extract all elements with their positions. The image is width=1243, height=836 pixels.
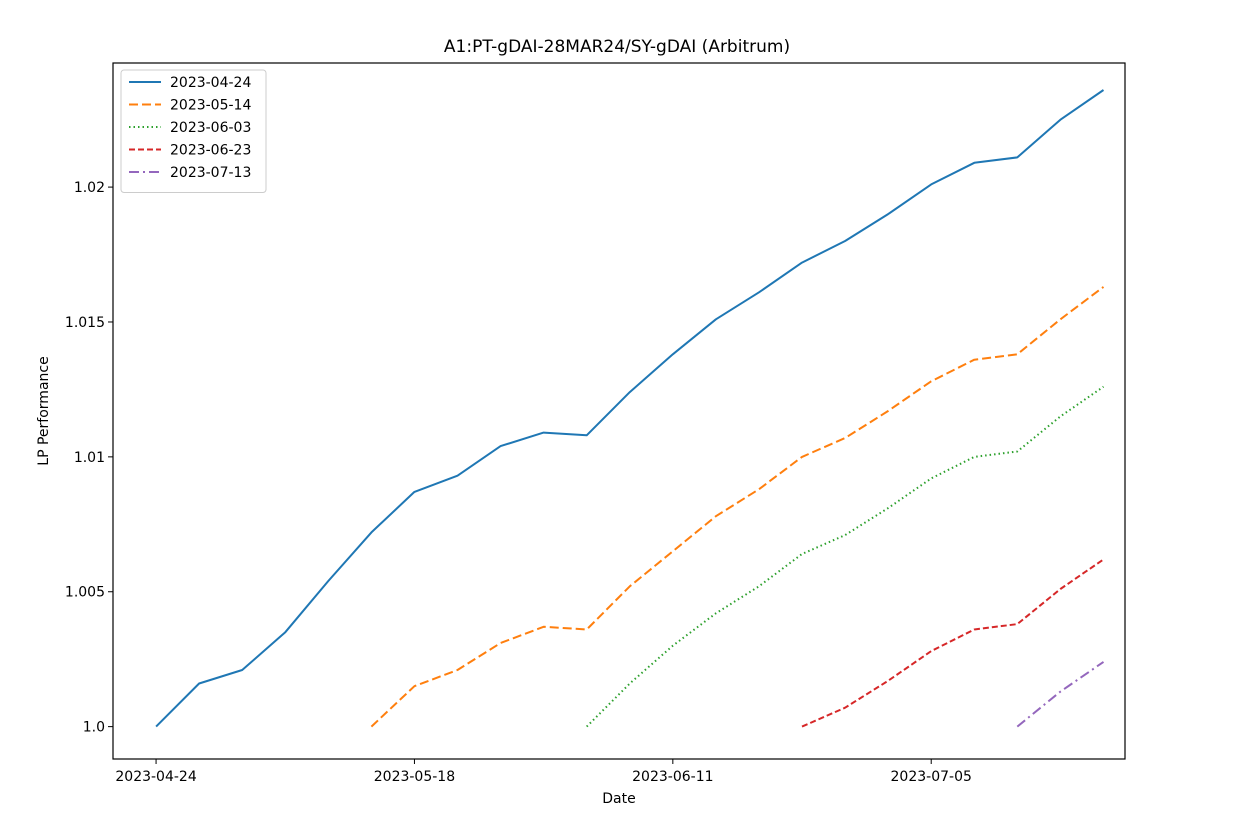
x-tick-label: 2023-07-05 — [891, 769, 972, 785]
legend: 2023-04-24 2023-05-14 2023-06-03 2023-06-23… — [120, 69, 267, 193]
legend-label: 2023-07-13 — [170, 165, 251, 181]
y-tick-label: 1.015 — [65, 315, 105, 331]
legend-label: 2023-06-23 — [170, 143, 251, 159]
y-tick-label: 1.0 — [83, 720, 105, 736]
y-axis: 1.0 1.005 1.01 1.015 1.02 — [65, 180, 113, 736]
chart-title: A1:PT-gDAI-28MAR24/SY-gDAI (Arbitrum) — [444, 37, 790, 57]
y-tick-label: 1.01 — [74, 450, 105, 466]
legend-box — [120, 69, 267, 193]
series-line-2023-07-13 — [1016, 661, 1105, 728]
series-line-2023-06-23 — [801, 558, 1105, 728]
series-line-2023-05-14 — [370, 286, 1105, 728]
series-layer — [155, 89, 1105, 728]
x-tick-label: 2023-04-24 — [115, 769, 196, 785]
x-axis: 2023-04-24 2023-05-18 2023-06-11 2023-07-05 — [115, 759, 972, 785]
x-tick-label: 2023-05-18 — [374, 769, 455, 785]
y-tick-label: 1.005 — [65, 585, 105, 601]
series-line-2023-06-03 — [585, 385, 1105, 728]
y-tick-label: 1.02 — [74, 180, 105, 196]
legend-label: 2023-06-03 — [170, 120, 251, 136]
series-line-2023-04-24 — [155, 89, 1105, 728]
legend-label: 2023-04-24 — [170, 75, 251, 91]
y-axis-title: LP Performance — [36, 356, 52, 465]
x-axis-title: Date — [602, 791, 635, 807]
x-tick-label: 2023-06-11 — [632, 769, 713, 785]
legend-label: 2023-05-14 — [170, 98, 251, 114]
plot-area — [112, 62, 1126, 760]
